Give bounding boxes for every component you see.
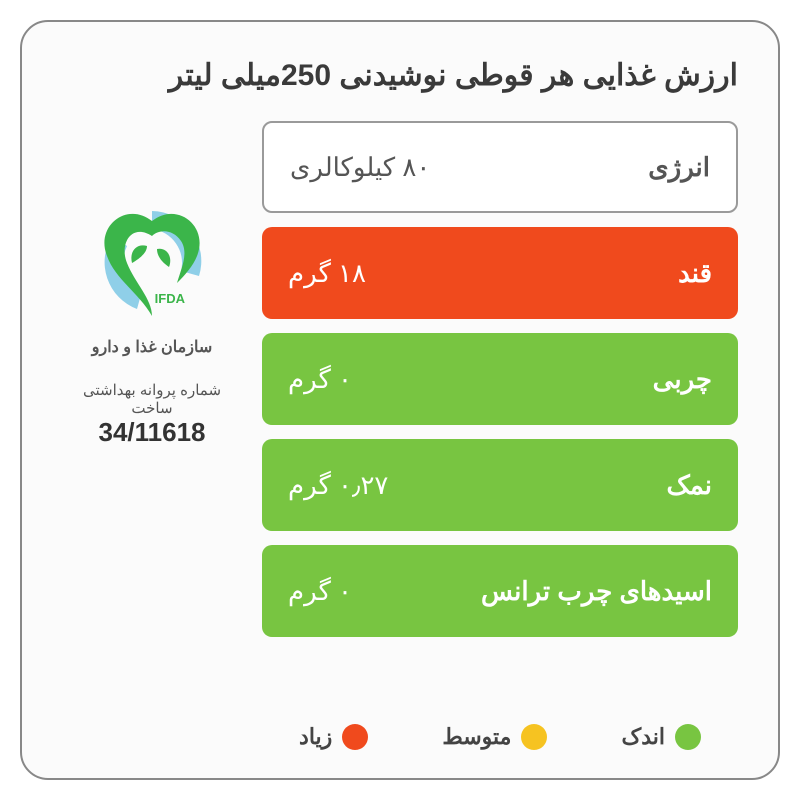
- row-transfat: اسیدهای چرب ترانس ۰ گرم: [262, 545, 738, 637]
- card-title: ارزش غذایی هر قوطی نوشیدنی 250میلی لیتر: [62, 58, 738, 93]
- row-value: ۸۰ کیلوکالری: [290, 152, 430, 183]
- row-value: ۰ گرم: [288, 576, 352, 607]
- row-value: ۱۸ گرم: [288, 258, 366, 289]
- legend-medium: متوسط: [442, 724, 547, 750]
- legend-label: متوسط: [442, 724, 511, 750]
- legend-label: زیاد: [299, 724, 332, 750]
- logo-acronym: IFDA: [155, 291, 186, 306]
- license-number: 34/11618: [99, 417, 206, 448]
- row-label: اسیدهای چرب ترانس: [481, 576, 712, 607]
- row-sugar: قند ۱۸ گرم: [262, 227, 738, 319]
- row-value: ۰٫۲۷ گرم: [288, 470, 388, 501]
- legend-high: زیاد: [299, 724, 368, 750]
- legend-low: اندک: [622, 724, 701, 750]
- org-panel: IFDA سازمان غذا و دارو شماره پروانه بهدا…: [62, 121, 242, 750]
- row-value: ۰ گرم: [288, 364, 352, 395]
- row-label: نمک: [666, 470, 712, 501]
- nutrition-card: ارزش غذایی هر قوطی نوشیدنی 250میلی لیتر …: [20, 20, 780, 780]
- row-label: انرژی: [648, 152, 710, 183]
- content-area: انرژی ۸۰ کیلوکالری قند ۱۸ گرم چربی ۰ گرم…: [62, 121, 738, 750]
- row-energy: انرژی ۸۰ کیلوکالری: [262, 121, 738, 213]
- dot-icon: [342, 724, 368, 750]
- license-label: شماره پروانه بهداشتی ساخت: [62, 381, 242, 417]
- org-name: سازمان غذا و دارو: [92, 337, 213, 357]
- ifda-logo: IFDA: [77, 191, 227, 331]
- dot-icon: [521, 724, 547, 750]
- legend: اندک متوسط زیاد: [262, 704, 738, 750]
- nutrition-rows: انرژی ۸۰ کیلوکالری قند ۱۸ گرم چربی ۰ گرم…: [262, 121, 738, 750]
- row-fat: چربی ۰ گرم: [262, 333, 738, 425]
- row-label: چربی: [653, 364, 712, 395]
- row-salt: نمک ۰٫۲۷ گرم: [262, 439, 738, 531]
- legend-label: اندک: [622, 724, 665, 750]
- row-label: قند: [678, 258, 712, 289]
- dot-icon: [675, 724, 701, 750]
